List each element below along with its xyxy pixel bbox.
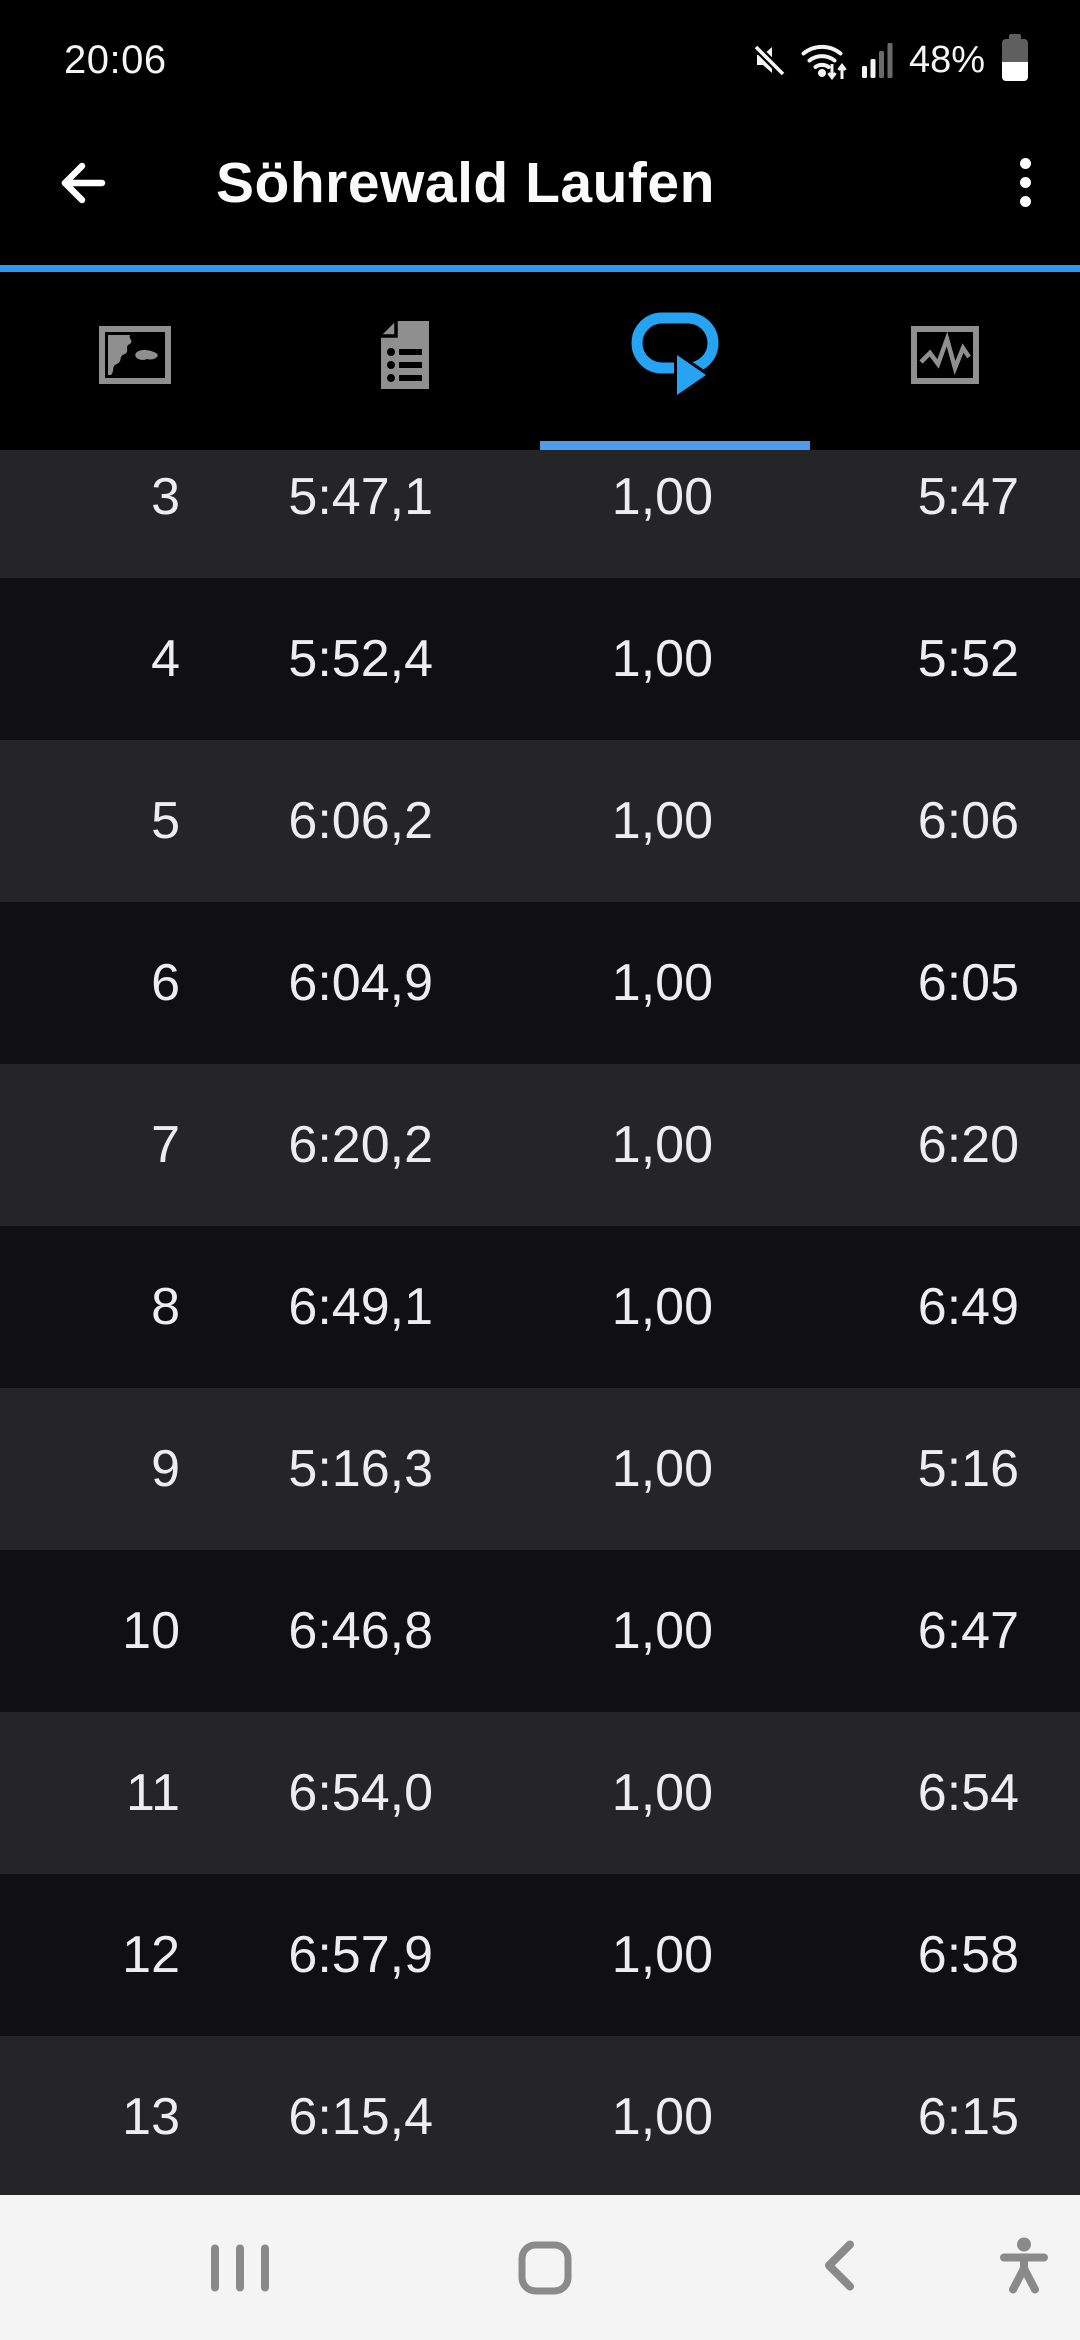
table-row[interactable]: 13 6:15,4 1,00 6:15 [0,2036,1080,2195]
accessibility-icon [1000,2237,1048,2293]
cellular-signal-icon [861,43,893,78]
recent-apps-icon [211,2244,219,2291]
accessibility-button[interactable] [1000,2236,1048,2299]
lap-pace-cell: 6:54 [917,1764,1019,1822]
lap-distance-cell: 1,00 [611,2088,713,2146]
battery-percent: 48% [908,38,985,81]
lap-distance-cell: 1,00 [611,1764,713,1822]
lap-number-cell: 8 [151,1278,180,1336]
tab-map[interactable] [0,272,270,450]
lap-pace-cell: 5:52 [917,630,1019,688]
back-arrow-icon [61,162,106,203]
tab-laps[interactable] [540,272,810,450]
lap-number-cell: 12 [122,1926,180,1984]
table-row[interactable]: 7 6:20,2 1,00 6:20 [0,1064,1080,1226]
lap-pace-cell: 5:47 [917,468,1019,526]
battery-icon [1002,34,1028,81]
lap-time-cell: 6:15,4 [288,2088,433,2146]
lap-pace-cell: 6:06 [917,792,1019,850]
lap-number-cell: 9 [151,1440,180,1498]
table-row[interactable]: 11 6:54,0 1,00 6:54 [0,1712,1080,1874]
lap-distance-cell: 1,00 [611,1926,713,1984]
lap-number-cell: 13 [122,2088,180,2146]
lap-distance-cell: 1,00 [611,792,713,850]
lap-pace-cell: 6:47 [917,1602,1019,1660]
lap-distance-cell: 1,00 [611,1116,713,1174]
lap-time-cell: 6:20,2 [288,1116,433,1174]
lap-number-cell: 6 [151,954,180,1012]
page-title: Söhrewald Laufen [216,150,715,215]
wifi-icon [801,44,847,80]
status-bar: 20:06 48% [0,0,1080,90]
lap-time-cell: 5:16,3 [288,1440,433,1498]
lap-pace-cell: 5:16 [917,1440,1019,1498]
lap-time-cell: 6:49,1 [288,1278,433,1336]
app-bar: Söhrewald Laufen [0,90,1080,265]
lap-time-cell: 5:52,4 [288,630,433,688]
recent-apps-button[interactable] [211,2244,269,2291]
lap-number-cell: 7 [151,1116,180,1174]
lap-time-cell: 6:06,2 [288,792,433,850]
laps-icon [631,312,719,399]
lap-time-cell: 6:54,0 [288,1764,433,1822]
kebab-menu-icon [1019,158,1031,169]
table-row[interactable]: 5 6:06,2 1,00 6:06 [0,740,1080,902]
lap-pace-cell: 6:49 [917,1278,1019,1336]
lap-pace-cell: 6:15 [917,2088,1019,2146]
document-icon [381,321,429,389]
lap-pace-cell: 6:58 [917,1926,1019,1984]
table-row[interactable]: 3 5:47,1 1,00 5:47 [0,450,1080,578]
system-nav-bar [0,2195,1080,2340]
tab-charts[interactable] [810,272,1080,450]
back-button[interactable] [0,156,166,210]
volume-muted-icon [753,44,786,77]
back-icon [825,2240,854,2290]
lap-pace-cell: 6:05 [917,954,1019,1012]
lap-number-cell: 10 [122,1602,180,1660]
table-row[interactable]: 12 6:57,9 1,00 6:58 [0,1874,1080,2036]
lap-number-cell: 3 [151,468,180,526]
lap-distance-cell: 1,00 [611,468,713,526]
lap-time-cell: 5:47,1 [288,468,433,526]
overflow-menu-button[interactable] [984,158,1080,207]
active-tab-underline [540,441,810,450]
lap-distance-cell: 1,00 [611,954,713,1012]
lap-distance-cell: 1,00 [611,630,713,688]
lap-number-cell: 11 [126,1764,180,1822]
chart-icon [911,326,979,384]
lap-number-cell: 4 [151,630,180,688]
lap-time-cell: 6:57,9 [288,1926,433,1984]
status-icons: 48% [752,34,1028,82]
accent-divider [0,265,1080,272]
lap-distance-cell: 1,00 [611,1440,713,1498]
table-row[interactable]: 9 5:16,3 1,00 5:16 [0,1388,1080,1550]
table-row[interactable]: 4 5:52,4 1,00 5:52 [0,578,1080,740]
status-time: 20:06 [64,37,167,82]
back-nav-button[interactable] [824,2240,856,2295]
laps-table: 3 5:47,1 1,00 5:47 4 5:52,4 1,00 5:52 5 … [0,450,1080,2195]
home-button[interactable] [518,2241,572,2294]
table-row[interactable]: 6 6:04,9 1,00 6:05 [0,902,1080,1064]
table-row[interactable]: 10 6:46,8 1,00 6:47 [0,1550,1080,1712]
lap-distance-cell: 1,00 [611,1602,713,1660]
lap-pace-cell: 6:20 [917,1116,1019,1174]
lap-number-cell: 5 [151,792,180,850]
table-row[interactable]: 8 6:49,1 1,00 6:49 [0,1226,1080,1388]
tab-bar [0,272,1080,450]
tab-details[interactable] [270,272,540,450]
lap-time-cell: 6:04,9 [288,954,433,1012]
lap-distance-cell: 1,00 [611,1278,713,1336]
lap-time-cell: 6:46,8 [288,1602,433,1660]
map-icon [99,326,171,384]
